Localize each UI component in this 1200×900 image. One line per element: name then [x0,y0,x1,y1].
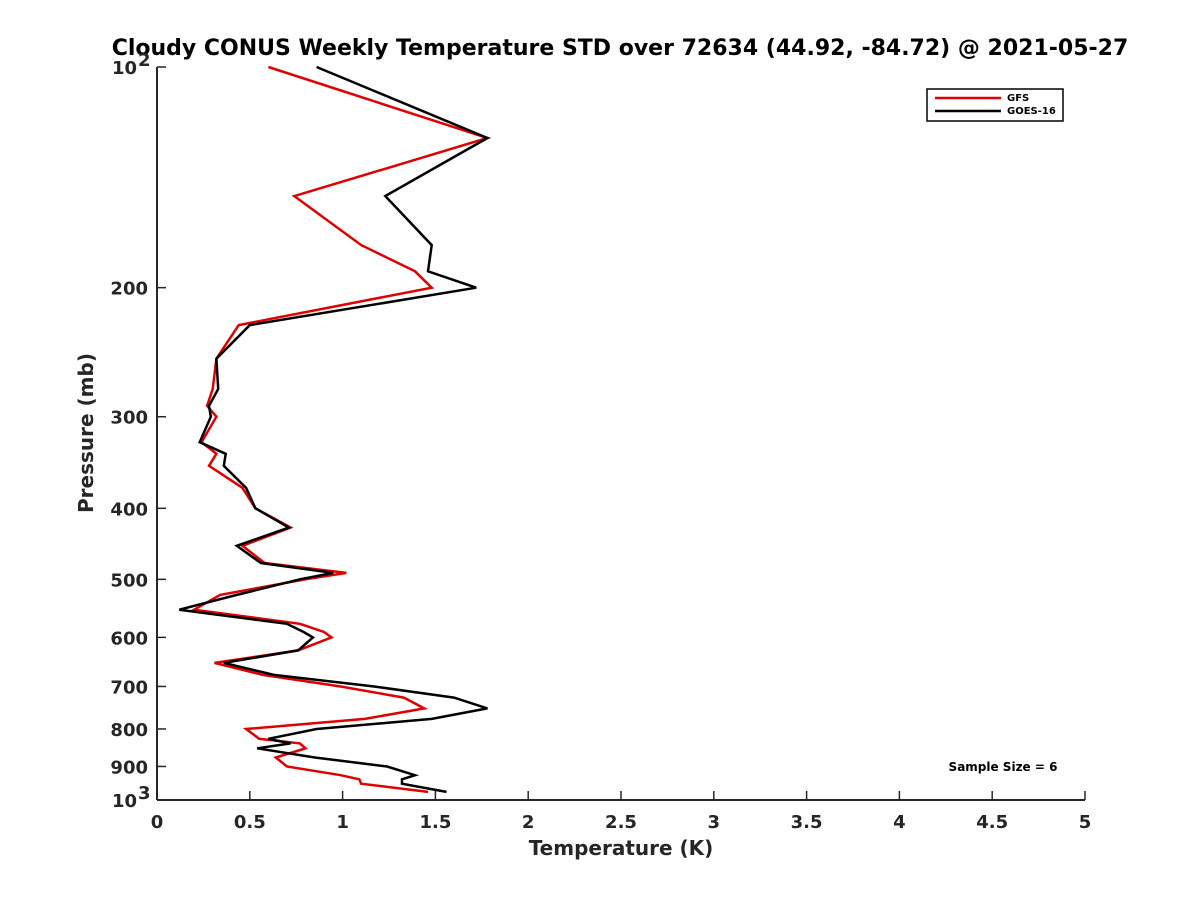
x-tick-label: 4.5 [976,812,1008,833]
y-tick-label: 600 [110,628,148,649]
y-tick-exponent: 2 [138,50,151,71]
sample-size-annotation: Sample Size = 6 [949,760,1058,774]
series-line-goes-16 [178,65,491,794]
y-tick-label: 800 [110,720,148,741]
y-tick-label: 200 [110,279,148,300]
x-tick-label: 2.5 [605,812,637,833]
series-layer [178,65,492,794]
legend: GFS GOES-16 [926,88,1064,122]
y-tick-label: 900 [110,757,148,778]
legend-label-goes-16: GOES-16 [1007,106,1056,117]
y-axis-label: Pressure (mb) [74,353,98,513]
y-tick-label: 10 [112,58,137,79]
x-tick-label: 3.5 [791,812,823,833]
x-tick-label: 0 [151,812,164,833]
y-tick-label: 400 [110,499,148,520]
x-ticks: 0 0.5 1 1.5 2 2.5 3 3.5 4 4.5 5 [151,791,1092,833]
x-tick-label: 3 [708,812,721,833]
x-tick-label: 1 [336,812,349,833]
y-tick-label: 700 [110,677,148,698]
y-tick-label: 500 [110,570,148,591]
legend-label-gfs: GFS [1007,93,1029,104]
plot-area [156,67,1085,801]
y-tick-label: 300 [110,408,148,429]
x-tick-label: 0.5 [234,812,266,833]
chart-title: Cloudy CONUS Weekly Temperature STD over… [112,36,1129,61]
x-tick-label: 1.5 [419,812,451,833]
y-tick-exponent: 3 [138,783,151,804]
x-axis-label: Temperature (K) [529,836,714,860]
y-tick-label: 10 [112,791,137,812]
x-tick-label: 5 [1079,812,1092,833]
x-tick-label: 2 [522,812,535,833]
x-tick-label: 4 [893,812,906,833]
legend-box [926,88,1064,122]
